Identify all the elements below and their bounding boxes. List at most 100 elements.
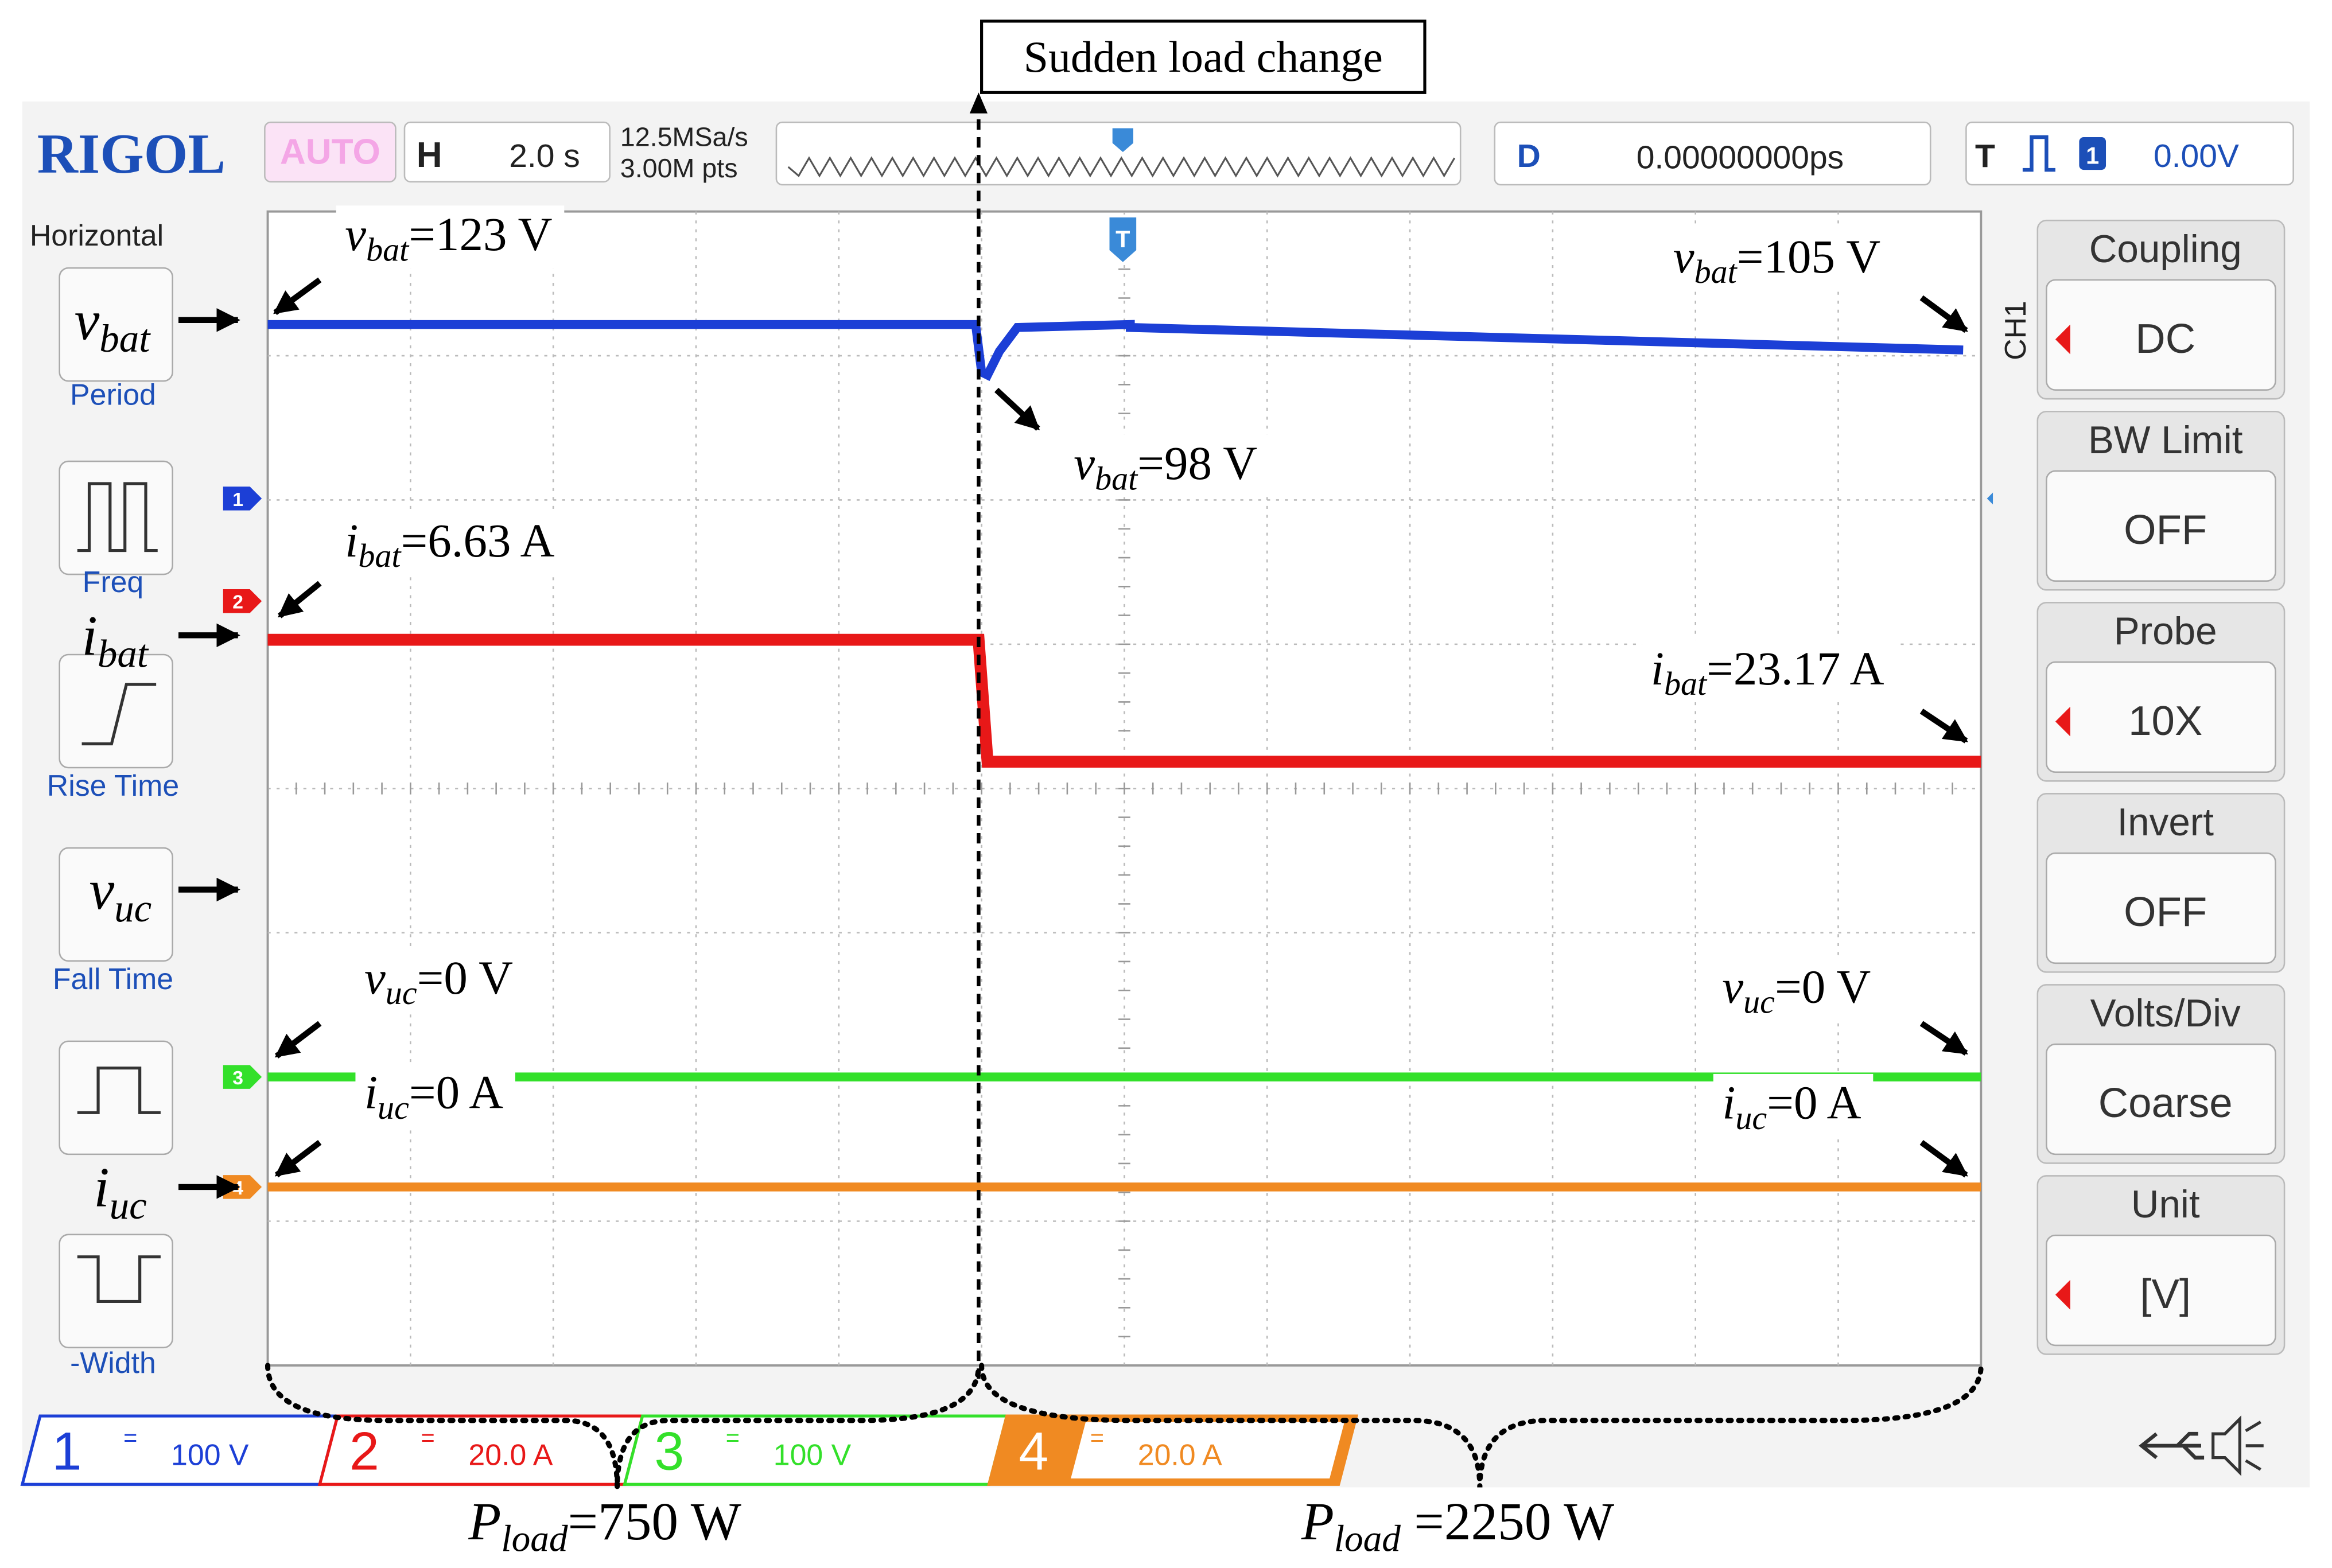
mode-box [264, 121, 397, 183]
symbol: i [1722, 1076, 1735, 1129]
measure-button[interactable] [59, 267, 173, 382]
brace-after [979, 1363, 1984, 1488]
subscript: bat [1095, 460, 1138, 497]
measure-label: Freq [83, 565, 144, 598]
icon-freq [77, 482, 158, 553]
value: =105 V [1737, 230, 1880, 283]
trace-ch1 [267, 320, 1964, 382]
event-arrow [969, 92, 988, 114]
reading: vbat=105 V [1673, 230, 1880, 290]
reading-bg [355, 1063, 515, 1126]
subscript: load [501, 1519, 568, 1560]
menu-arrow [2055, 1279, 2070, 1310]
menu-value-button[interactable] [2046, 1234, 2276, 1347]
arrow [1919, 1139, 1968, 1178]
icon-rise [81, 683, 157, 746]
menu-value: Coarse [2098, 1080, 2233, 1126]
reading-bg [336, 205, 565, 269]
channel-coupling: = [421, 1424, 434, 1451]
symbol: v [1074, 437, 1095, 489]
menu-label: Coupling [2089, 228, 2242, 271]
memory-trigger-marker [1112, 128, 1133, 152]
menu-value-button[interactable] [2046, 470, 2276, 582]
symbol: v [1722, 960, 1743, 1013]
channel-coupling: = [1090, 1424, 1104, 1451]
menu-arrow [2055, 324, 2070, 355]
channel-number: 2 [349, 1421, 379, 1481]
channel-scale-box [1071, 1422, 1345, 1478]
reading: ibat=23.17 A [1651, 642, 1884, 702]
channel-marker [223, 1065, 262, 1089]
menu-value-button[interactable] [2046, 1043, 2276, 1155]
menu-value-button[interactable] [2046, 852, 2276, 964]
value: =23.17 A [1707, 642, 1884, 695]
subscript: bat [98, 632, 149, 676]
menu-arrow [2055, 706, 2070, 737]
subscript: bat [99, 317, 151, 360]
h-label: H [417, 135, 442, 175]
trigger-source: 1 [2086, 142, 2099, 169]
signal-label: iuc [94, 1157, 146, 1228]
memory-depth: 3.00M pts [620, 153, 738, 183]
subscript: uc [386, 974, 417, 1011]
symbol: P [1301, 1492, 1334, 1551]
channel-coupling: = [726, 1424, 740, 1451]
value: =2250 W [1401, 1492, 1614, 1551]
reading: vuc=0 V [1722, 960, 1871, 1020]
symbol: v [75, 290, 100, 352]
menu-value-button[interactable] [2046, 661, 2276, 773]
value: =0 V [417, 951, 513, 1004]
menu-value: OFF [2124, 507, 2207, 553]
brace-before [265, 1363, 981, 1488]
menu-value: OFF [2124, 889, 2207, 935]
value: =0 V [1775, 960, 1871, 1013]
menu-value: [V] [2140, 1271, 2191, 1317]
delay-box[interactable] [1494, 121, 1931, 186]
usb-icon [2139, 1431, 2205, 1460]
channel-marker-label: 1 [232, 489, 243, 511]
subscript: bat [358, 537, 402, 574]
channel-scale: 100 V [774, 1438, 852, 1472]
reading: vuc=0 V [364, 951, 513, 1011]
signal-label: vuc [90, 859, 152, 930]
subscript: bat [1664, 665, 1708, 702]
channel-number: 1 [52, 1421, 82, 1481]
symbol: v [364, 951, 386, 1004]
menu-value-button[interactable] [2046, 279, 2276, 391]
symbol: i [364, 1066, 378, 1119]
reading: vbat=98 V [1074, 437, 1257, 497]
event-label: Sudden load change [1024, 32, 1383, 81]
measure-button[interactable] [59, 460, 173, 575]
symbol: P [468, 1492, 501, 1551]
symbol: v [345, 208, 366, 260]
trigger-box[interactable] [1965, 121, 2294, 186]
channel-scale: 20.0 A [1138, 1438, 1222, 1472]
menu-label: Unit [2131, 1183, 2200, 1226]
reading-bg [336, 512, 567, 575]
measure-button[interactable] [59, 847, 173, 962]
menu-label: Invert [2117, 801, 2214, 844]
measure-label: Period [70, 378, 156, 411]
subscript: uc [1735, 1099, 1767, 1137]
channel-marker-label: 2 [232, 592, 243, 613]
arrow [1919, 709, 1968, 744]
symbol: v [1673, 230, 1694, 283]
measure-button[interactable] [59, 1234, 173, 1349]
trigger-position-marker [1109, 217, 1137, 262]
load-label: Pload=750 W [468, 1492, 741, 1560]
trigger-source-box [2079, 137, 2106, 170]
timebase-box[interactable] [403, 121, 611, 183]
symbol: i [1651, 642, 1664, 695]
arrow [1919, 295, 1968, 333]
reading-bg [1713, 958, 1883, 1021]
channel-marker-label: 3 [232, 1068, 243, 1089]
mute-icon [2211, 1415, 2264, 1476]
channel-scale: 20.0 A [468, 1438, 553, 1472]
channel-number: 4 [1019, 1421, 1048, 1481]
channel-number: 3 [654, 1421, 684, 1481]
channel-coupling: = [123, 1424, 137, 1451]
subscript: uc [114, 886, 151, 930]
measure-button[interactable] [59, 1040, 173, 1155]
menu-label: BW Limit [2088, 419, 2243, 462]
